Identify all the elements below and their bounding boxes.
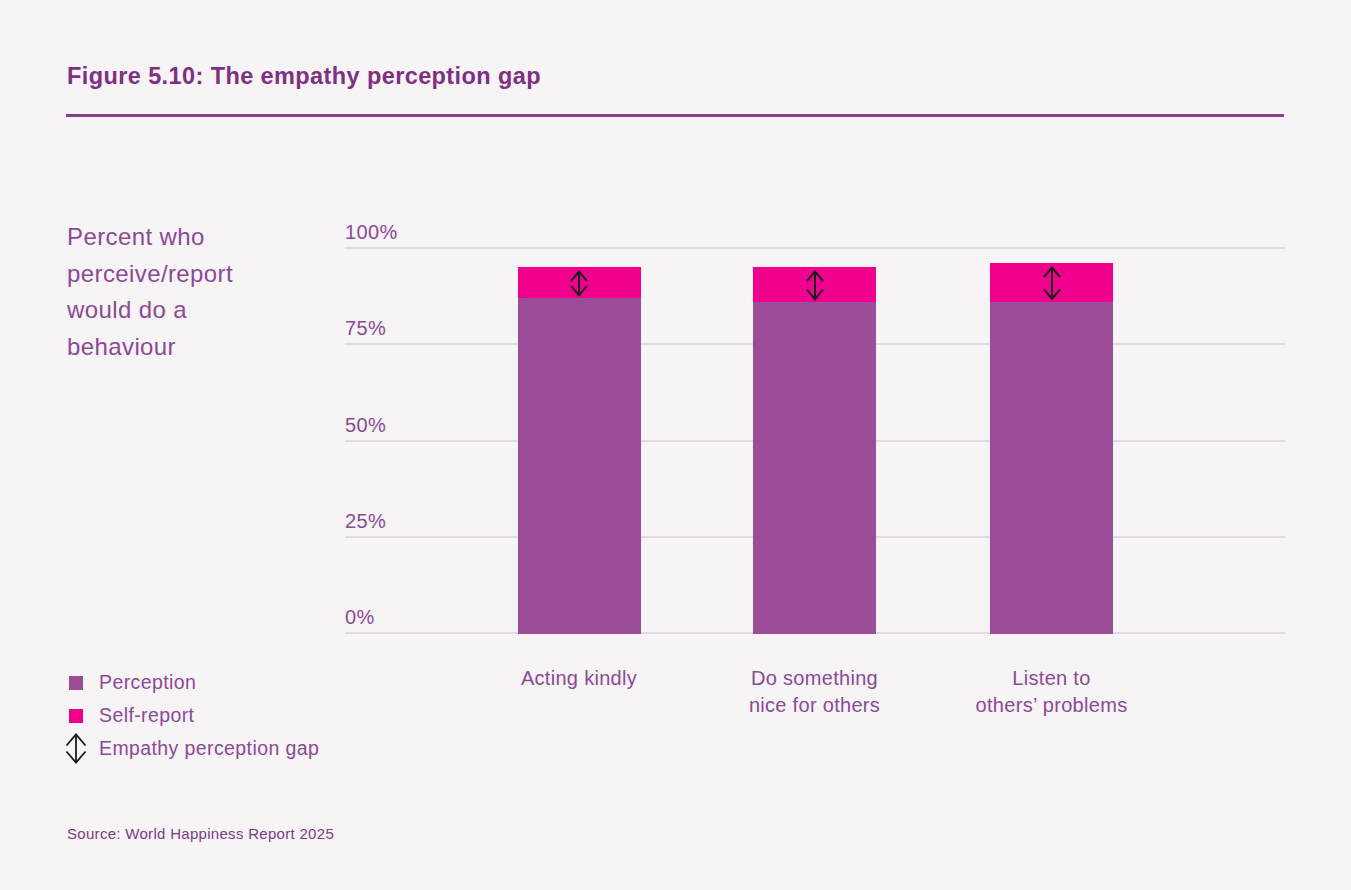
double-arrow-icon <box>63 732 89 765</box>
gap-arrow-icon <box>1042 266 1062 301</box>
bar-perception <box>753 302 876 634</box>
source-note: Source: World Happiness Report 2025 <box>67 825 334 842</box>
figure-empathy-perception-gap: Figure 5.10: The empathy perception gap … <box>0 0 1351 890</box>
legend-label: Perception <box>99 671 196 694</box>
y-tick-label-25: 25% <box>345 510 386 533</box>
legend-item-gap: Empathy perception gap <box>66 732 319 765</box>
gap-arrow-icon <box>569 270 589 297</box>
y-tick-label-0: 0% <box>345 606 375 629</box>
gap-arrow-icon <box>805 270 825 301</box>
y-tick-label-100: 100% <box>345 221 398 244</box>
legend-item-perception: Perception <box>66 666 319 699</box>
y-tick-label-50: 50% <box>345 414 386 437</box>
self-report-swatch-icon <box>69 709 83 723</box>
y-tick-label-75: 75% <box>345 317 386 340</box>
x-category-label: Listen toothers’ problems <box>912 665 1192 719</box>
legend-label: Empathy perception gap <box>99 737 319 760</box>
bar-perception <box>518 298 641 634</box>
legend: Perception Self-report Empathy perceptio… <box>66 666 319 765</box>
legend-label: Self-report <box>99 704 194 727</box>
legend-item-self-report: Self-report <box>66 699 319 732</box>
bar-perception <box>990 302 1113 634</box>
perception-swatch-icon <box>69 676 83 690</box>
gridline-100 <box>345 247 1285 249</box>
